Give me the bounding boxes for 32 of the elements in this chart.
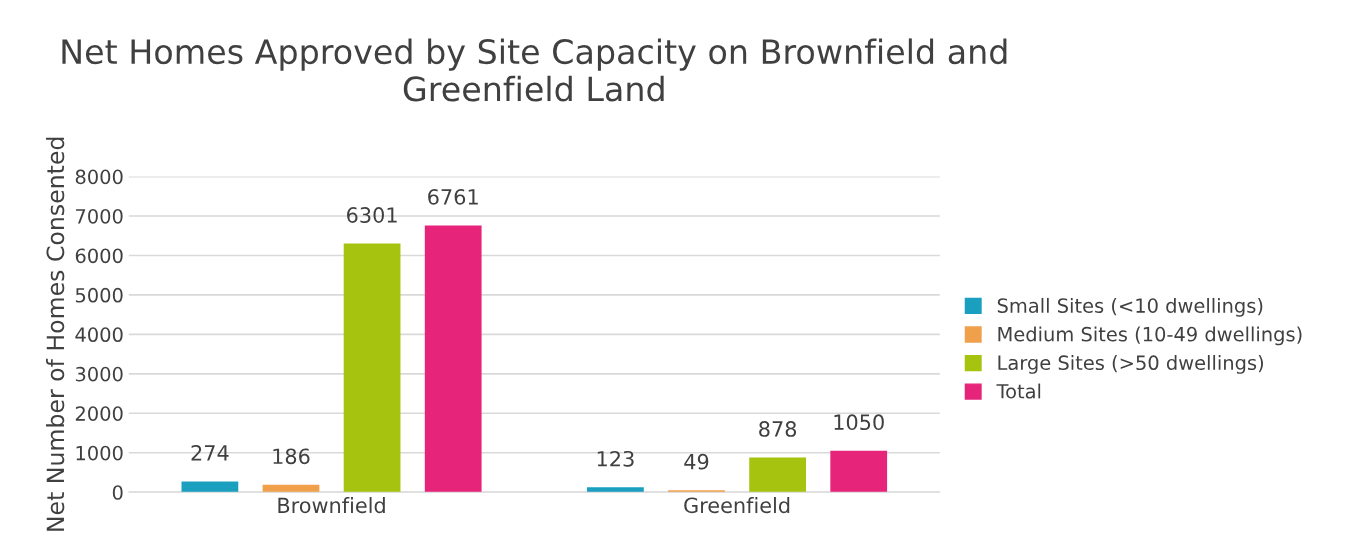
y-tick-label: 0 — [112, 485, 123, 500]
x-tick-label: Brownfield — [278, 497, 385, 514]
y-tick-label: 1000 — [76, 445, 123, 461]
data-label: 274 — [191, 444, 229, 461]
y-tick-label: 5000 — [75, 287, 123, 303]
data-label: 6761 — [428, 188, 478, 205]
bar — [749, 457, 806, 493]
y-tick-label: 3000 — [75, 366, 123, 382]
y-tick-label: 4000 — [75, 327, 123, 343]
data-label: 878 — [759, 421, 797, 437]
legend-label: Small Sites (<10 dwellings) — [997, 297, 1263, 317]
y-tick-label: 6000 — [75, 248, 123, 264]
y-tick-label: 7000 — [76, 208, 123, 224]
bar — [262, 484, 320, 493]
data-label: 1050 — [834, 414, 884, 431]
chart-title: Net Homes Approved by Site Capacity on Brownfield and Greenfield Land — [62, 38, 1007, 102]
data-label: 6301 — [347, 207, 397, 223]
y-tick-label: 2000 — [75, 406, 123, 421]
bar — [830, 450, 888, 493]
x-tick-label: Greenfield — [684, 497, 790, 514]
legend-label: Large Sites (>50 dwellings) — [998, 355, 1263, 374]
bar — [587, 487, 644, 493]
data-label: 123 — [597, 450, 634, 467]
legend-label: Medium Sites (10-49 dwellings) — [998, 326, 1302, 346]
y-axis-title: Net Number of Homes Consented — [46, 137, 65, 531]
legend-label: Total — [996, 383, 1041, 399]
y-tick-label: 8000 — [75, 169, 123, 185]
data-label: 186 — [273, 448, 310, 465]
bar — [343, 243, 401, 493]
bar — [424, 225, 482, 493]
data-label: 49 — [684, 453, 709, 470]
bar — [181, 481, 239, 493]
